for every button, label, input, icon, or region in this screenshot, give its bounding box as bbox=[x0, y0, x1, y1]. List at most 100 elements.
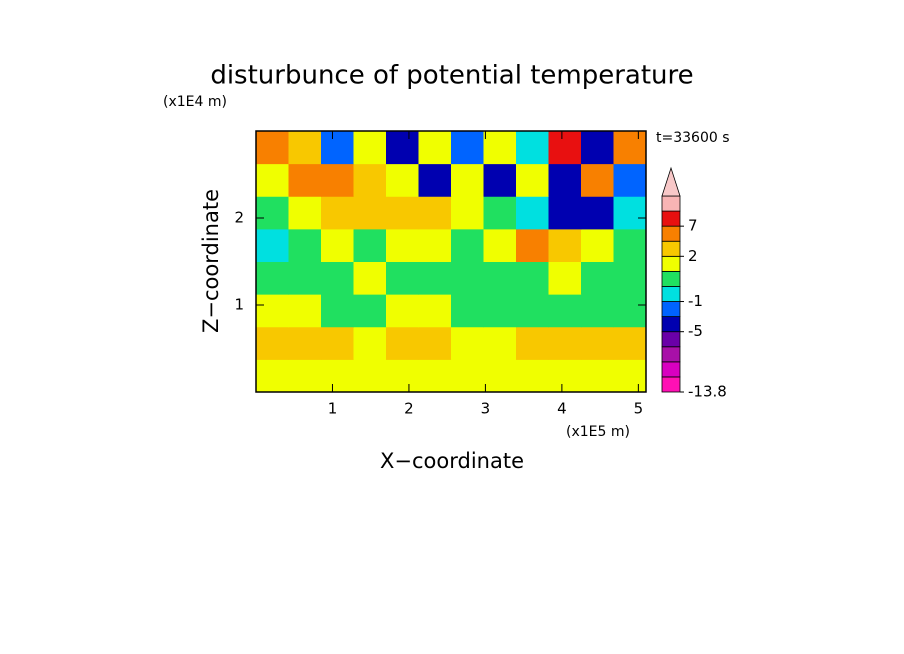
field-cell bbox=[451, 196, 484, 230]
field-cell bbox=[613, 326, 647, 360]
field-cell bbox=[613, 196, 647, 230]
field-cell bbox=[386, 163, 419, 197]
field-cell bbox=[353, 228, 387, 262]
field-cell bbox=[451, 163, 484, 197]
x-tick-label: 3 bbox=[481, 400, 491, 418]
field-cell bbox=[548, 261, 582, 295]
field-cell bbox=[613, 228, 647, 262]
field-cell bbox=[353, 326, 387, 360]
field-cell bbox=[386, 359, 419, 393]
field-cell bbox=[386, 326, 419, 360]
field-cell bbox=[516, 228, 549, 262]
field-cell bbox=[353, 261, 387, 295]
field-cell bbox=[581, 228, 614, 262]
field-cell bbox=[581, 163, 614, 197]
colorbar-box bbox=[661, 240, 681, 257]
field-cell bbox=[516, 163, 549, 197]
field-cell bbox=[256, 359, 289, 393]
field-cell bbox=[288, 131, 322, 165]
field-cell bbox=[451, 228, 484, 262]
colorbar-box bbox=[661, 361, 681, 378]
colorbar-box bbox=[661, 316, 681, 333]
field-cell bbox=[386, 131, 419, 165]
field-cell bbox=[483, 359, 517, 393]
field-cell bbox=[483, 131, 517, 165]
field-cell bbox=[418, 196, 452, 230]
y-tick-label: 2 bbox=[234, 209, 244, 227]
field-cell bbox=[451, 359, 484, 393]
field-cell bbox=[581, 261, 614, 295]
field-cell bbox=[353, 196, 387, 230]
field-cell bbox=[548, 196, 582, 230]
field-cell bbox=[483, 196, 517, 230]
field-cell bbox=[386, 261, 419, 295]
field-cell bbox=[321, 359, 354, 393]
field-cell bbox=[418, 131, 452, 165]
field-cell bbox=[256, 131, 289, 165]
x-tick-label: 5 bbox=[634, 400, 644, 418]
field-cell bbox=[353, 294, 387, 328]
field-cell bbox=[321, 261, 354, 295]
field-cell bbox=[288, 326, 322, 360]
field-cell bbox=[581, 131, 614, 165]
field-cell bbox=[516, 196, 549, 230]
colorbar-tick-label: -13.8 bbox=[688, 383, 727, 401]
field-cell bbox=[548, 228, 582, 262]
field-cell bbox=[548, 359, 582, 393]
colorbar-box bbox=[661, 195, 681, 212]
field-cell bbox=[256, 326, 289, 360]
field-cell bbox=[516, 359, 549, 393]
field-cell bbox=[451, 294, 484, 328]
field-cell bbox=[288, 196, 322, 230]
field-cell bbox=[386, 294, 419, 328]
field-cell bbox=[516, 326, 549, 360]
plot-frame bbox=[255, 130, 647, 393]
x-tick-label: 4 bbox=[557, 400, 567, 418]
field-cell bbox=[581, 326, 614, 360]
field-cell bbox=[288, 261, 322, 295]
field-cell bbox=[516, 261, 549, 295]
field-cell bbox=[613, 131, 647, 165]
field-cell bbox=[353, 131, 387, 165]
field-cell bbox=[483, 294, 517, 328]
field-cell bbox=[418, 163, 452, 197]
field-cell bbox=[613, 163, 647, 197]
field-cell bbox=[321, 196, 354, 230]
colorbar-box bbox=[661, 331, 681, 348]
chart-title: disturbunce of potential temperature bbox=[210, 61, 693, 91]
x-tick-label: 1 bbox=[328, 400, 338, 418]
field-cell bbox=[288, 228, 322, 262]
field-cell bbox=[386, 228, 419, 262]
x-unit: (x1E5 m) bbox=[566, 424, 630, 440]
y-axis-label: Z−coordinate bbox=[199, 189, 223, 333]
field-cell bbox=[321, 163, 354, 197]
colorbar-box bbox=[661, 210, 681, 227]
colorbar-box bbox=[661, 255, 681, 272]
field-cell bbox=[451, 131, 484, 165]
field-cell bbox=[353, 359, 387, 393]
y-tick-label: 1 bbox=[234, 296, 244, 314]
field-cell bbox=[386, 196, 419, 230]
field-cell bbox=[321, 131, 354, 165]
field-cell bbox=[581, 196, 614, 230]
colorbar-box bbox=[661, 346, 681, 363]
colorbar-box bbox=[661, 301, 681, 318]
field-cell bbox=[321, 294, 354, 328]
field-cell bbox=[548, 294, 582, 328]
field-cell bbox=[451, 261, 484, 295]
field-cell bbox=[418, 261, 452, 295]
field-cell bbox=[288, 163, 322, 197]
field-cell bbox=[256, 294, 289, 328]
field-cell bbox=[418, 359, 452, 393]
field-cell bbox=[516, 294, 549, 328]
colorbar-tick-label: -1 bbox=[688, 292, 703, 310]
field-cell bbox=[256, 163, 289, 197]
field-cell bbox=[288, 359, 322, 393]
field-cell bbox=[353, 163, 387, 197]
field-cell bbox=[256, 196, 289, 230]
colorbar-box bbox=[661, 225, 681, 242]
field-cell bbox=[256, 261, 289, 295]
field-cell bbox=[581, 294, 614, 328]
time-annotation: t=33600 s bbox=[656, 130, 730, 146]
